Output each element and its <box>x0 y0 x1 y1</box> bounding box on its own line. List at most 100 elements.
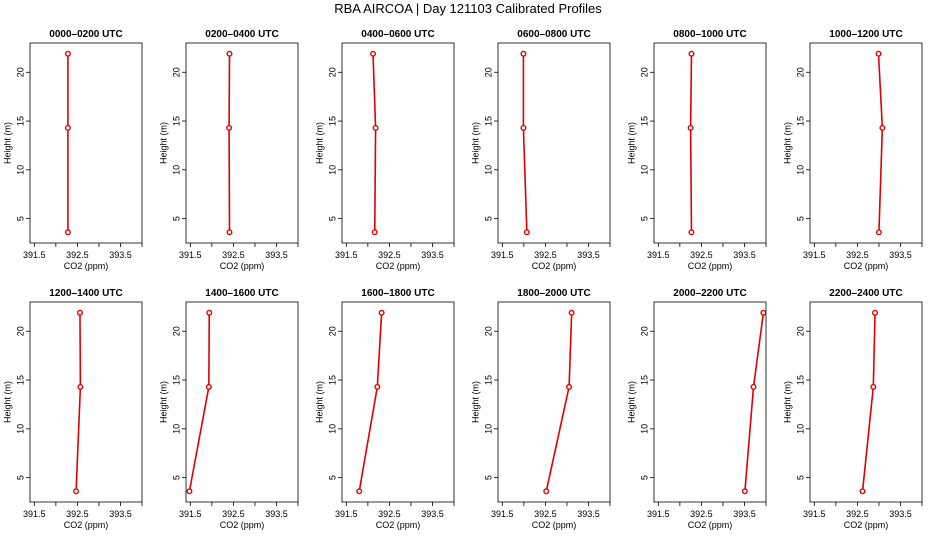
y-tick-label: 10 <box>795 424 805 434</box>
data-point <box>750 383 757 390</box>
x-tick-label: 391.5 <box>23 509 46 519</box>
x-tick-label: 393.5 <box>577 250 600 260</box>
plot-frame <box>653 42 767 244</box>
x-tick-label: 391.5 <box>803 509 826 519</box>
panel-title: 1200–1400 UTC <box>49 288 122 299</box>
data-point <box>64 124 71 131</box>
profile-line <box>861 312 876 492</box>
x-tick-label: 392.5 <box>690 509 713 519</box>
y-tick-label: 20 <box>639 326 649 336</box>
data-point <box>523 229 530 236</box>
x-tick-label: 393.5 <box>421 509 444 519</box>
x-axis-label: CO2 (ppm) <box>532 520 577 530</box>
x-tick-label: 393.5 <box>889 250 912 260</box>
data-point <box>206 309 213 316</box>
data-point <box>520 124 527 131</box>
y-tick-label: 15 <box>15 116 25 126</box>
x-axis-label: CO2 (ppm) <box>532 261 577 271</box>
y-axis-label: Height (m) <box>314 122 324 164</box>
y-tick-label: 5 <box>639 475 649 480</box>
data-point <box>760 309 767 316</box>
data-point <box>741 488 748 495</box>
y-tick-label: 15 <box>639 375 649 385</box>
panel-title: 2000–2200 UTC <box>673 288 746 299</box>
y-tick-label: 20 <box>327 67 337 77</box>
x-axis-label: CO2 (ppm) <box>376 520 421 530</box>
y-tick-label: 20 <box>639 67 649 77</box>
profile-line <box>372 53 377 233</box>
x-axis-label: CO2 (ppm) <box>688 520 733 530</box>
data-point <box>73 488 80 495</box>
y-tick-label: 15 <box>171 116 181 126</box>
x-tick-label: 391.5 <box>647 509 670 519</box>
panel-title: 1800–2000 UTC <box>517 288 590 299</box>
y-tick-label: 20 <box>327 326 337 336</box>
data-point <box>356 488 363 495</box>
y-tick-label: 20 <box>15 326 25 336</box>
data-point <box>875 229 882 236</box>
y-tick-label: 15 <box>171 375 181 385</box>
plot-frame <box>341 42 455 244</box>
y-tick-label: 15 <box>795 116 805 126</box>
x-tick-label: 393.5 <box>265 250 288 260</box>
panel-title: 0400–0600 UTC <box>361 29 434 40</box>
y-axis-label: Height (m) <box>626 381 636 423</box>
x-tick-label: 392.5 <box>534 509 557 519</box>
data-point <box>76 309 83 316</box>
y-axis-label: Height (m) <box>158 122 168 164</box>
y-tick-label: 20 <box>483 67 493 77</box>
y-tick-label: 5 <box>171 475 181 480</box>
panel-title: 0200–0400 UTC <box>205 29 278 40</box>
x-tick-label: 392.5 <box>846 509 869 519</box>
y-tick-label: 10 <box>639 165 649 175</box>
plot-frame <box>497 42 611 244</box>
plot-frame <box>185 301 299 503</box>
profile-line <box>188 312 211 492</box>
x-tick-label: 392.5 <box>222 509 245 519</box>
data-point <box>205 383 212 390</box>
y-axis-label: Height (m) <box>314 381 324 423</box>
profile-line <box>75 312 82 492</box>
y-tick-label: 5 <box>327 475 337 480</box>
x-axis-label: CO2 (ppm) <box>844 261 889 271</box>
y-axis-label: Height (m) <box>2 381 12 423</box>
x-tick-label: 393.5 <box>265 509 288 519</box>
data-point <box>371 229 378 236</box>
x-tick-label: 393.5 <box>889 509 912 519</box>
data-point <box>77 383 84 390</box>
y-tick-label: 5 <box>171 216 181 221</box>
y-tick-label: 15 <box>327 375 337 385</box>
y-tick-label: 10 <box>171 424 181 434</box>
y-tick-label: 15 <box>483 116 493 126</box>
x-tick-label: 392.5 <box>534 250 557 260</box>
plot-frame <box>809 301 923 503</box>
y-tick-label: 5 <box>15 216 25 221</box>
x-axis-label: CO2 (ppm) <box>376 261 421 271</box>
y-tick-label: 20 <box>15 67 25 77</box>
y-tick-label: 20 <box>795 67 805 77</box>
data-point <box>64 229 71 236</box>
panel-title: 0000–0200 UTC <box>49 29 122 40</box>
panel-title: 1400–1600 UTC <box>205 288 278 299</box>
y-tick-label: 10 <box>171 165 181 175</box>
plot-frame <box>809 42 923 244</box>
y-axis-label: Height (m) <box>158 381 168 423</box>
data-point <box>520 50 527 57</box>
x-tick-label: 393.5 <box>421 250 444 260</box>
x-tick-label: 391.5 <box>335 250 358 260</box>
x-tick-label: 393.5 <box>109 250 132 260</box>
y-axis-label: Height (m) <box>470 122 480 164</box>
panel-title: 0600–0800 UTC <box>517 29 590 40</box>
plot-frame <box>497 301 611 503</box>
x-tick-label: 391.5 <box>491 509 514 519</box>
x-tick-label: 393.5 <box>109 509 132 519</box>
